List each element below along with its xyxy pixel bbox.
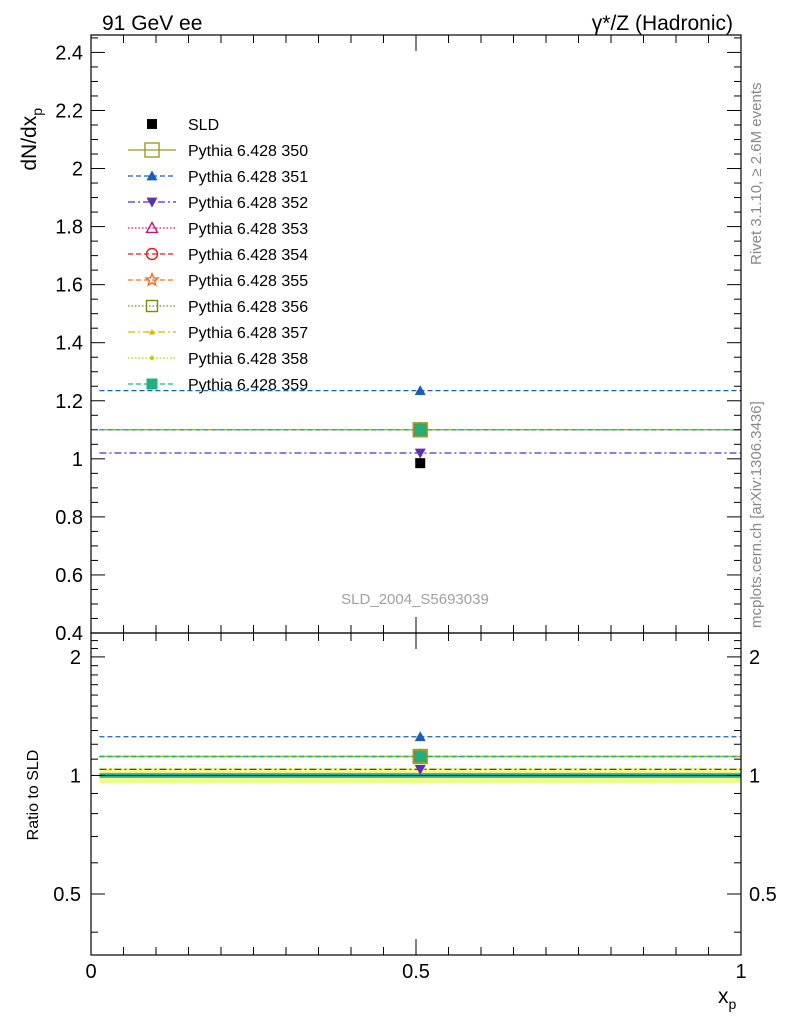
ratio-point-pythia-6-428-359 [414, 751, 426, 763]
legend-marker-pythia-6-428-354 [145, 247, 159, 261]
ratio-plot-panel: 0.5 0.5 1 1 2 2 0 0.5 1 Ratio to SLD xp [25, 632, 777, 1012]
legend-marker-pythia-6-428-357 [148, 328, 156, 335]
ratio-ytick-label-right: 0.5 [749, 884, 777, 906]
analysis-label: SLD_2004_S5693039 [341, 591, 489, 608]
ratio-ytick-label-right: 2 [749, 647, 760, 669]
legend-item-pythia-6-428-355: Pythia 6.428 355 [128, 271, 308, 290]
xtick-label: 1 [735, 961, 746, 983]
ratio-point-pythia-6-428-351 [414, 731, 426, 742]
legend-marker-pythia-6-428-355 [144, 271, 160, 287]
legend-marker-sld [147, 119, 157, 129]
legend-label: Pythia 6.428 356 [188, 299, 308, 316]
xtick-label: 0 [85, 961, 96, 983]
mcplots-label: mcplots.cern.ch [arXiv:1306.3436] [748, 401, 765, 628]
legend-label: Pythia 6.428 354 [188, 247, 308, 264]
ratio-point-pythia-6-428-352 [414, 765, 426, 775]
header-left-label: 91 GeV ee [102, 12, 202, 35]
legend-label: Pythia 6.428 350 [188, 143, 308, 160]
legend-item-pythia-6-428-353: Pythia 6.428 353 [128, 221, 308, 238]
ratio-plot-frame [90, 632, 742, 956]
xtick-label: 0.5 [402, 961, 430, 983]
main-ytick-label: 0.6 [55, 565, 83, 587]
legend-label: SLD [188, 117, 219, 134]
main-ytick-label: 2 [72, 159, 83, 181]
legend-item-pythia-6-428-351: Pythia 6.428 351 [128, 169, 308, 186]
main-ytick-label: 1 [72, 449, 83, 471]
main-ytick-label: 2.4 [55, 42, 83, 64]
legend-item-pythia-6-428-356: Pythia 6.428 356 [128, 299, 308, 316]
ratio-ytick-label: 1 [70, 765, 81, 787]
main-ytick-label: 1.2 [55, 391, 83, 413]
legend-marker-pythia-6-428-353 [145, 221, 159, 234]
legend-item-sld: SLD [147, 117, 219, 134]
legend-marker-pythia-6-428-356 [145, 299, 159, 313]
main-point-pythia-6-428-359 [414, 424, 426, 436]
header-right-label: γ*/Z (Hadronic) [592, 12, 733, 35]
legend-marker-pythia-6-428-351 [146, 170, 158, 181]
legend-item-pythia-6-428-357: Pythia 6.428 357 [128, 325, 308, 342]
legend-marker-pythia-6-428-350 [144, 142, 160, 158]
x-axis-label: xp [718, 985, 737, 1012]
main-ytick-label: 2.2 [55, 100, 83, 122]
legend-item-pythia-6-428-358: Pythia 6.428 358 [128, 351, 308, 368]
ratio-y-axis-label: Ratio to SLD [25, 750, 42, 841]
legend-marker-pythia-6-428-358 [149, 355, 155, 361]
legend-label: Pythia 6.428 352 [188, 195, 308, 212]
main-ytick-label: 1.4 [55, 333, 83, 355]
legend-label: Pythia 6.428 358 [188, 351, 308, 368]
main-point-pythia-6-428-352 [414, 448, 426, 459]
legend-item-pythia-6-428-354: Pythia 6.428 354 [128, 247, 308, 264]
main-ytick-label: 0.4 [55, 623, 83, 645]
legend-label: Pythia 6.428 355 [188, 273, 308, 290]
legend-label: Pythia 6.428 359 [188, 377, 308, 394]
ratio-ytick-label: 2 [70, 647, 81, 669]
ratio-ytick-label: 0.5 [53, 884, 81, 906]
main-ytick-label: 0.8 [55, 507, 83, 529]
main-ytick-label: 1.8 [55, 217, 83, 239]
main-point-sld [415, 458, 426, 469]
legend-marker-pythia-6-428-359 [146, 378, 158, 390]
rivet-version-label: Rivet 3.1.10, ≥ 2.6M events [748, 83, 765, 266]
main-ytick-label: 1.6 [55, 275, 83, 297]
main-point-pythia-6-428-351 [414, 385, 426, 396]
legend-item-pythia-6-428-352: Pythia 6.428 352 [128, 195, 308, 212]
main-y-axis-label: dN/dxp [18, 108, 45, 171]
legend-label: Pythia 6.428 357 [188, 325, 308, 342]
legend-label: Pythia 6.428 351 [188, 169, 308, 186]
legend-marker-pythia-6-428-352 [146, 197, 158, 208]
legend: SLD Pythia 6.428 350 Pythia 6.428 351 Pythi… [128, 117, 308, 394]
main-plot-panel: 0.4 0.6 0.8 1 1.2 1.4 1.6 1.8 2 2.2 2.4 dN/dxp SLD… [18, 34, 742, 645]
ratio-ytick-label-right: 1 [749, 765, 760, 787]
legend-item-pythia-6-428-350: Pythia 6.428 350 [128, 142, 308, 160]
legend-item-pythia-6-428-359: Pythia 6.428 359 [128, 377, 308, 394]
legend-label: Pythia 6.428 353 [188, 221, 308, 238]
